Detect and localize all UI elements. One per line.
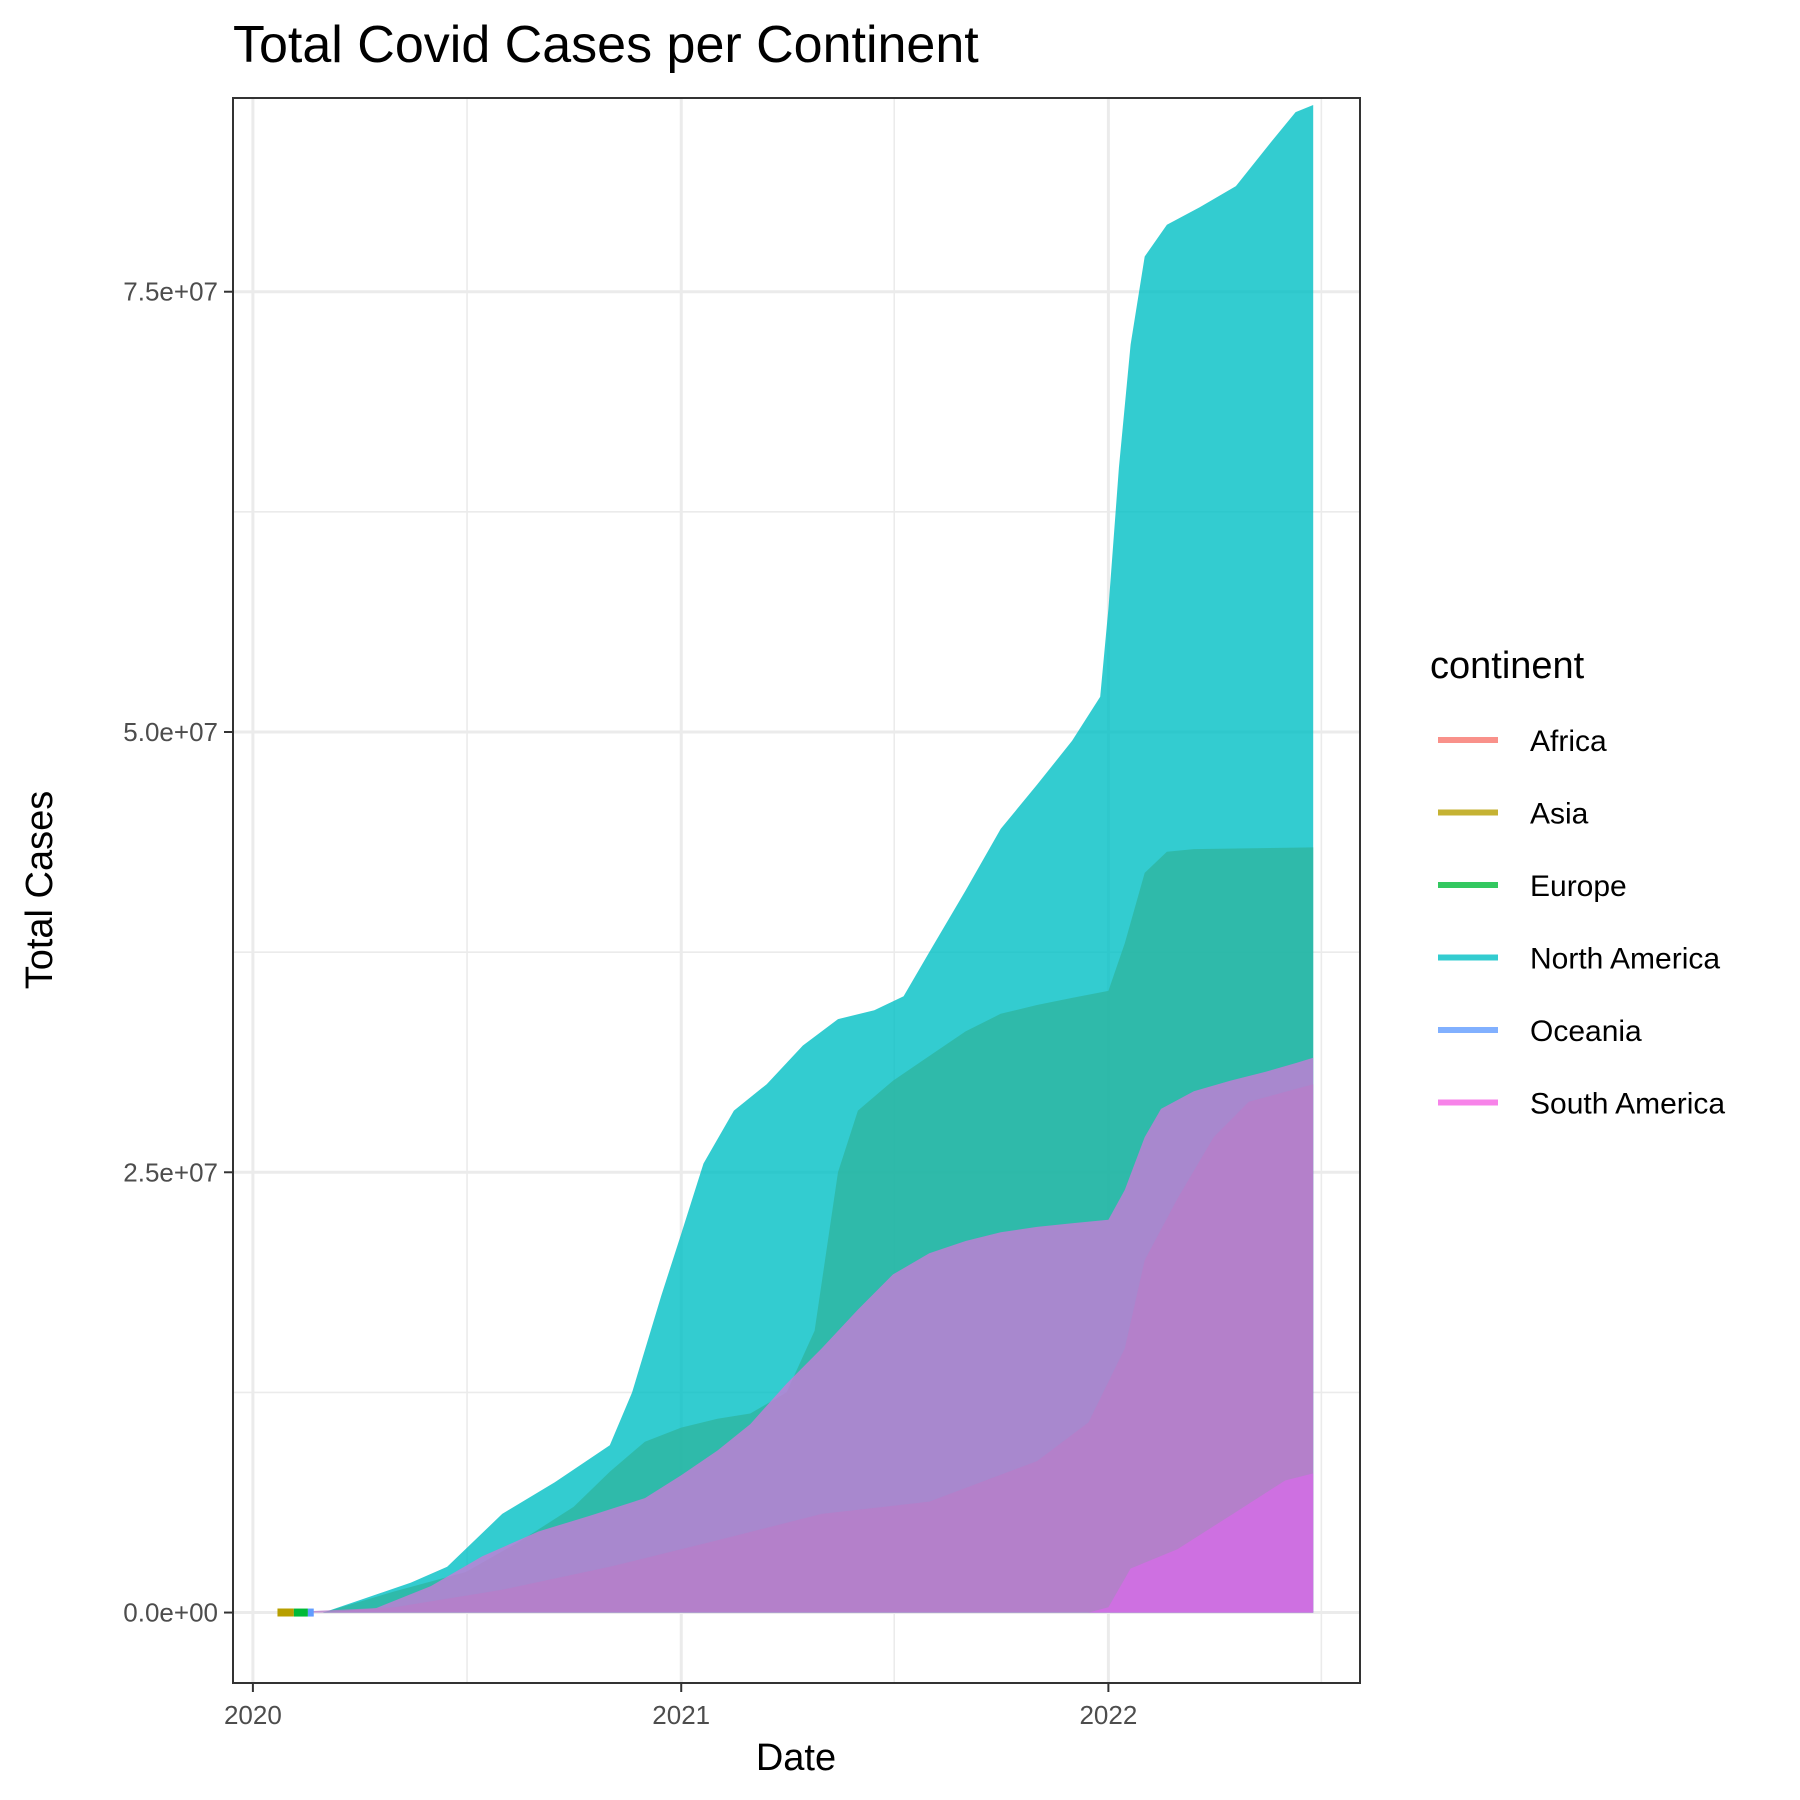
area-series [277, 105, 1314, 1613]
y-axis-title: Total Cases [19, 791, 61, 990]
area-asia [277, 1084, 1314, 1613]
legend-item-europe: Europe [1438, 870, 1627, 903]
y-tick-label: 2.5e+07 [123, 1157, 218, 1187]
legend-label-asia: Asia [1530, 798, 1589, 831]
x-axis: 2020 2021 2022 [224, 1683, 1137, 1730]
legend-label-south-america: South America [1530, 1088, 1725, 1121]
legend-label-oceania: Oceania [1530, 1015, 1642, 1048]
area-oceania [323, 1473, 1314, 1613]
y-tick-label: 5.0e+07 [123, 717, 218, 747]
legend-item-south-america: South America [1438, 1088, 1725, 1121]
legend-item-oceania: Oceania [1438, 1015, 1642, 1048]
legend-item-asia: Asia [1438, 798, 1589, 831]
x-tick-label: 2022 [1079, 1700, 1137, 1730]
chart-title: Total Covid Cases per Continent [233, 16, 979, 74]
plot-panel [232, 97, 1361, 1684]
y-tick-label: 7.5e+07 [123, 277, 218, 307]
legend-item-africa: Africa [1438, 725, 1607, 758]
y-axis: 0.0e+00 2.5e+07 5.0e+07 7.5e+07 [123, 277, 233, 1628]
x-tick-label: 2020 [224, 1700, 282, 1730]
legend-item-north-america: North America [1438, 943, 1720, 976]
y-tick-label: 0.0e+00 [123, 1598, 218, 1628]
legend-label-africa: Africa [1530, 725, 1607, 758]
x-tick-label: 2021 [652, 1700, 710, 1730]
legend-items: Africa Asia Europe North America Oceania Sout… [1438, 725, 1725, 1121]
legend-label-north-america: North America [1530, 943, 1720, 976]
x-axis-title: Date [756, 1737, 836, 1779]
panel-border [232, 97, 1361, 1684]
legend: continent Africa Asia Europe North America O… [1430, 645, 1725, 1121]
legend-title: continent [1430, 645, 1585, 687]
legend-label-europe: Europe [1530, 870, 1627, 903]
